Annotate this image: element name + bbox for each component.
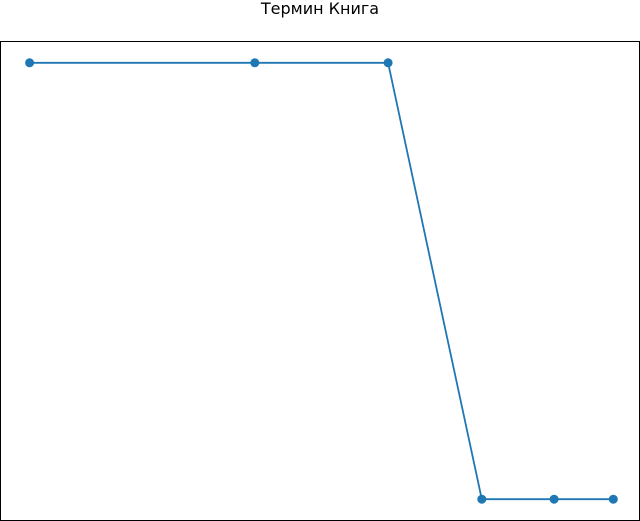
chart-title: Термин Книга: [260, 0, 380, 18]
data-point: [383, 58, 393, 68]
plot-frame: [0, 41, 640, 521]
series-layer: [25, 58, 618, 504]
series-line: [29, 61, 614, 501]
data-point: [477, 494, 487, 504]
data-point: [250, 58, 260, 68]
data-point: [25, 58, 35, 68]
data-point: [549, 494, 559, 504]
data-point: [608, 494, 618, 504]
